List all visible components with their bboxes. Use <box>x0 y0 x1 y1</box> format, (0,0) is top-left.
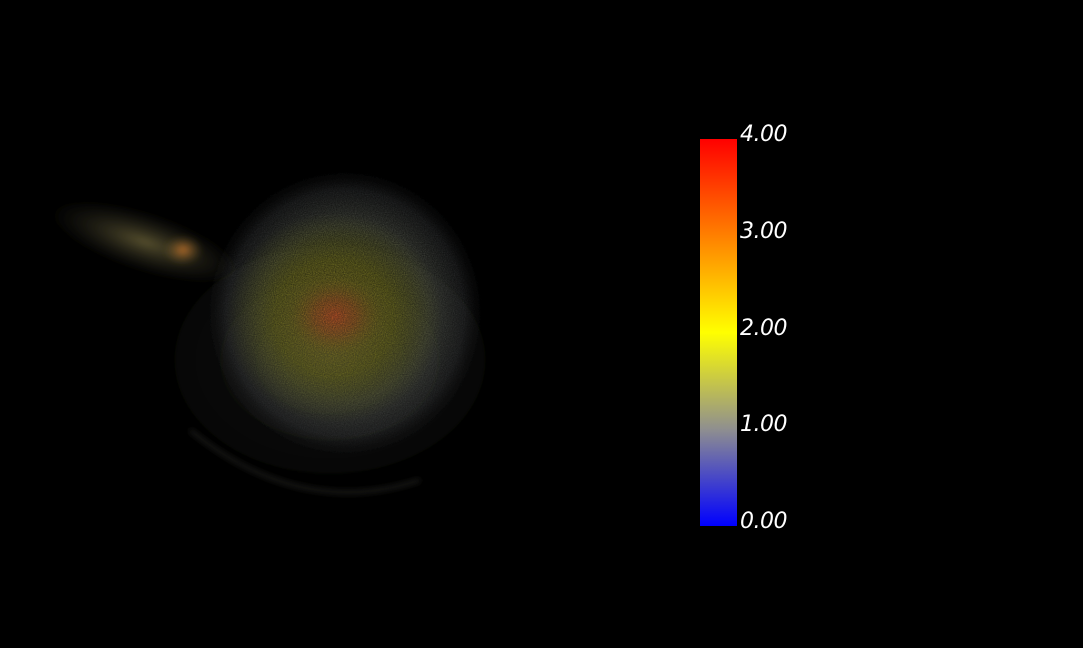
tail-hotspot <box>163 235 203 265</box>
colorbar-tick-label: 4.00 <box>740 122 787 147</box>
lower-arc-wisp <box>188 428 421 495</box>
colorbar-fill <box>700 139 737 526</box>
colorbar-tick-label: 3.00 <box>740 219 787 244</box>
colorbar-tick-label: 2.00 <box>740 316 787 341</box>
colorbar-tick-label: 1.00 <box>740 412 787 437</box>
colorbar-tick-label: 0.00 <box>740 509 787 534</box>
hot-core <box>287 276 383 356</box>
colorbar <box>700 139 737 526</box>
